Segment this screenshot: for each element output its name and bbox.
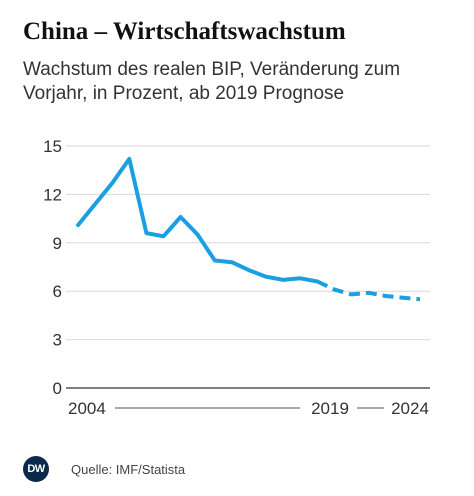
actual-line	[76, 156, 320, 284]
source-note: Quelle: IMF/Statista	[71, 461, 186, 477]
y-tick-label: 9	[53, 234, 62, 253]
x-tick-label: 2024	[391, 399, 429, 418]
y-tick-label: 6	[53, 282, 62, 301]
y-tick-label: 15	[43, 137, 62, 156]
y-tick-label: 3	[53, 331, 62, 350]
dw-logo-icon: DW	[23, 456, 49, 482]
chart-subtitle: Wachstum des realen BIP, Veränderung zum…	[23, 59, 401, 104]
y-tick-label: 0	[53, 379, 62, 398]
x-tick-label: 2019	[311, 399, 349, 418]
x-tick-label: 2004	[68, 399, 106, 418]
forecast-line	[316, 279, 421, 302]
chart-title: China – Wirtschaftswachstum	[23, 18, 346, 45]
footer: DW Quelle: IMF/Statista	[23, 456, 185, 482]
y-tick-label: 12	[43, 185, 62, 204]
